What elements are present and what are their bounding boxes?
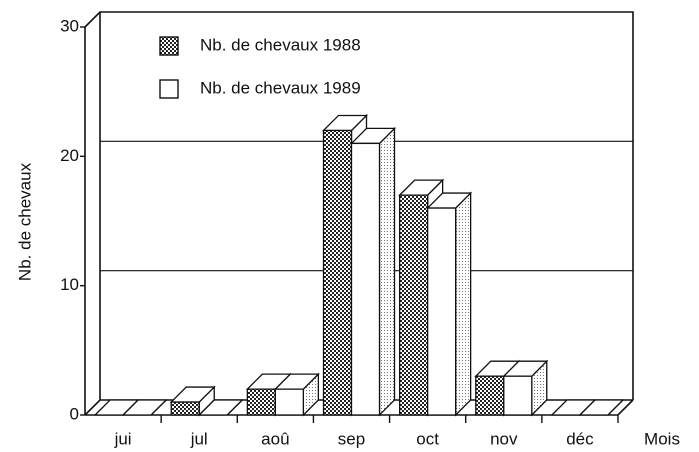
bar-front [246,388,277,416]
x-tick-label: déc [566,429,594,448]
bar-front [475,375,505,416]
y-tick-label: 20 [60,146,79,165]
bar-front [322,129,353,416]
y-axis-label: Nb. de chevaux [15,162,34,281]
bar-front [350,142,381,416]
bar [349,126,397,417]
x-axis-label: Mois [644,429,680,448]
y-tick-label: 0 [70,404,79,423]
bar-front [398,194,429,416]
bar [273,372,320,417]
bar [197,399,244,416]
bar [502,359,549,417]
x-tick-label: sep [338,429,365,448]
bar-front [503,375,533,416]
bar-top [578,399,625,416]
y-tick-label: 30 [60,16,79,35]
bar-front [274,388,305,416]
x-tick-label: nov [490,429,518,448]
y-tick-label: 10 [60,275,79,294]
bar-top [197,399,244,416]
bar-front [170,401,200,416]
bar [426,191,473,417]
bar-side [454,191,472,417]
legend-swatch [159,79,179,99]
bar [578,399,625,416]
x-tick-label: oct [416,429,439,448]
x-tick-label: jul [190,429,208,448]
x-tick-label: aoû [261,429,289,448]
legend-label: Nb. de chevaux 1989 [200,78,361,97]
bar-front [426,207,457,416]
legend-swatch [159,36,179,56]
bar-top [121,399,168,416]
x-tick-label: jui [114,429,132,448]
bar [121,399,168,416]
legend-label: Nb. de chevaux 1988 [200,35,361,54]
bar-side [378,126,396,417]
